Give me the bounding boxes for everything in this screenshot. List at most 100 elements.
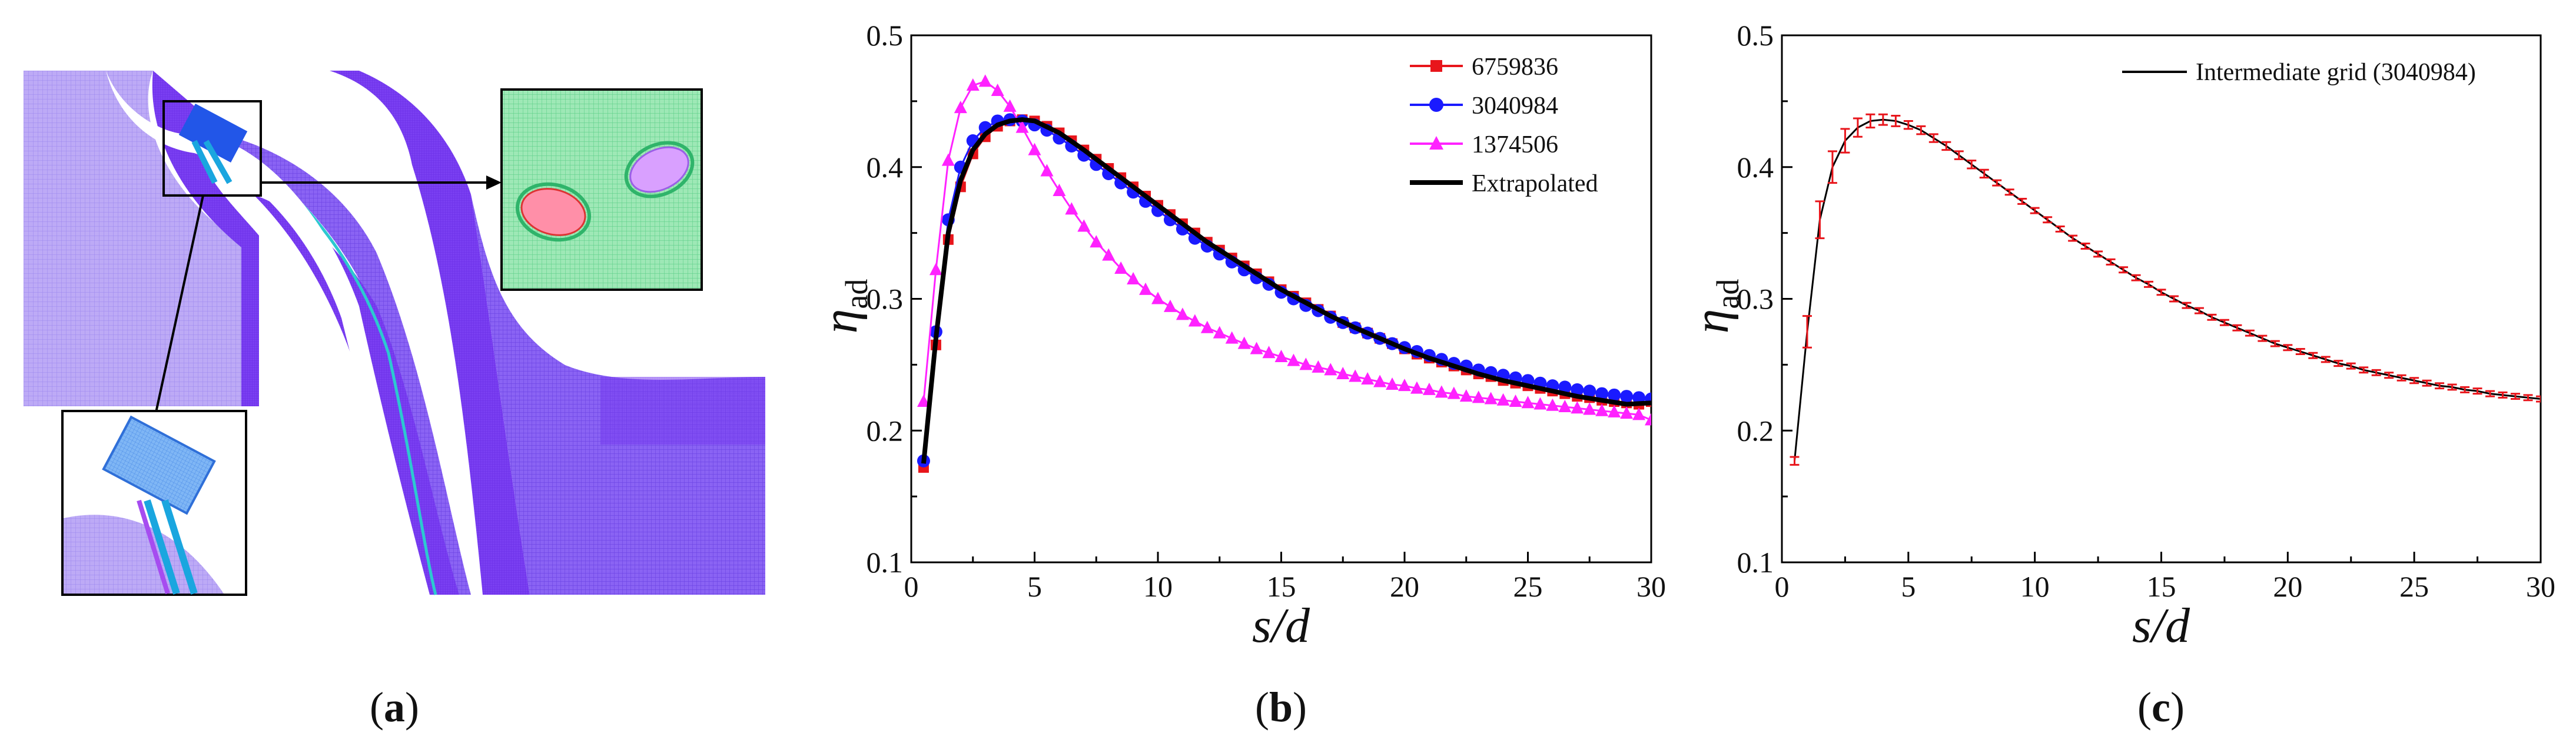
error-bar (2536, 395, 2541, 403)
y-tick-label: 0.4 (867, 151, 904, 184)
svg-text:(c): (c) (2137, 684, 2185, 731)
y-tick-label: 0.5 (867, 19, 904, 52)
legend-label: Intermediate grid (3040984) (2196, 59, 2476, 86)
series-line-extrapolated (921, 117, 1651, 464)
error-bar (2219, 319, 2229, 326)
data-point-triangle (1422, 382, 1436, 395)
error-bar (2106, 258, 2116, 266)
error-bar (1827, 150, 1837, 184)
svg-text:ηad: ηad (813, 279, 874, 334)
data-point-triangle (1620, 406, 1634, 419)
y-tick-label: 0.3 (867, 283, 904, 316)
y-tick-label: 0.2 (1737, 414, 1774, 447)
data-point-triangle (1312, 360, 1325, 373)
error-bar (2523, 394, 2533, 402)
x-tick-label: 25 (1513, 570, 1543, 603)
data-point-triangle (1151, 291, 1164, 304)
zoom-arrow-head (486, 175, 502, 190)
data-point-triangle (1176, 307, 1189, 320)
error-bar (1992, 179, 2002, 187)
data-point-triangle (966, 78, 980, 91)
error-bar (2283, 344, 2293, 352)
error-bar (2346, 362, 2356, 370)
error-bar (2055, 225, 2065, 233)
svg-text:(b): (b) (1255, 684, 1307, 731)
error-bar (1941, 141, 1951, 151)
data-point-triangle (1028, 142, 1041, 155)
data-point-triangle (1065, 202, 1078, 215)
error-bar (2030, 207, 2040, 214)
error-bar (1815, 200, 1825, 240)
chart-b-legend: 6759836 3040984 1374506 Extrapolated (1410, 54, 1598, 197)
error-bar (2384, 372, 2394, 379)
error-bar (2321, 356, 2331, 363)
error-bar (1928, 133, 1938, 143)
error-bar (2131, 274, 2141, 281)
data-point-triangle (1163, 299, 1177, 312)
data-point-circle (1608, 388, 1621, 402)
x-tick-label: 20 (1390, 570, 1419, 603)
data-point-triangle (1472, 390, 1485, 403)
x-tick-label: 5 (1901, 570, 1916, 603)
data-point-triangle (1262, 346, 1276, 359)
data-point-triangle (1571, 401, 1584, 414)
data-point-triangle (1386, 377, 1399, 390)
error-bar (2498, 391, 2508, 399)
data-point-triangle (1077, 219, 1091, 232)
data-point-triangle (1090, 235, 1103, 248)
error-bar (2258, 334, 2268, 342)
data-point-triangle (1102, 248, 1116, 261)
y-tick-label: 0.2 (867, 414, 904, 447)
x-tick-label: 20 (2273, 570, 2302, 603)
error-bar (1916, 125, 1926, 135)
error-bar (2359, 366, 2369, 374)
data-point-triangle (1139, 282, 1153, 295)
inset-hole-exits (500, 88, 703, 291)
data-point-triangle (1274, 349, 1288, 362)
zoom-box-hole (162, 100, 262, 197)
legend-label: 3040984 (1472, 92, 1558, 120)
data-point-triangle (1114, 261, 1128, 274)
legend-label: 6759836 (1472, 54, 1558, 81)
error-bar (2511, 393, 2521, 400)
chart-c-ticks: 0 5 10 15 20 25 30 0.1 0.2 0.3 0.4 0.5 (1737, 19, 2556, 603)
data-point-triangle (1583, 402, 1596, 415)
data-point-triangle (1237, 336, 1251, 349)
chart-b-ticks: 0 5 10 15 20 25 30 0.1 0.2 0.3 0.4 0.5 (867, 19, 1667, 603)
passage-gap (106, 71, 430, 595)
data-point-triangle (1127, 271, 1140, 284)
x-tick-label: 5 (1027, 570, 1042, 603)
data-point-triangle (1349, 369, 1362, 382)
x-tick-label: 25 (2399, 570, 2429, 603)
error-bar (1979, 168, 1989, 179)
error-bar (1802, 315, 1812, 349)
chart-b-plot-area (917, 74, 1651, 473)
error-bar (1891, 114, 1901, 127)
inset-plenum-closeup (61, 410, 247, 596)
x-tick-label: 0 (1775, 570, 1790, 603)
chart-b-ylabel: ηad (813, 279, 874, 334)
error-bar (1865, 113, 1875, 129)
chart-c-ylabel: ηad (1684, 279, 1745, 334)
error-bar (2447, 383, 2457, 391)
error-bar (2144, 280, 2154, 288)
caption-c: (c) (2137, 684, 2185, 731)
chart-c-legend: Intermediate grid (3040984) (2122, 59, 2476, 86)
data-point-triangle (954, 101, 967, 114)
outlet-mesh (600, 377, 765, 445)
data-point-triangle (1484, 392, 1498, 405)
caption-c-letter: c (2152, 684, 2170, 731)
data-point-triangle (1546, 398, 1559, 411)
data-point-triangle (1496, 393, 1510, 406)
data-point-circle (1595, 387, 1609, 400)
mesh-region-left (24, 71, 247, 406)
data-point-triangle (1225, 331, 1239, 344)
data-point-triangle (1435, 385, 1448, 398)
error-bar (2270, 340, 2280, 347)
legend-label: Extrapolated (1472, 170, 1598, 197)
x-tick-label: 10 (2020, 570, 2050, 603)
data-point-triangle (1595, 403, 1609, 416)
mesh-region-right (359, 71, 765, 595)
error-bar (2409, 377, 2419, 385)
